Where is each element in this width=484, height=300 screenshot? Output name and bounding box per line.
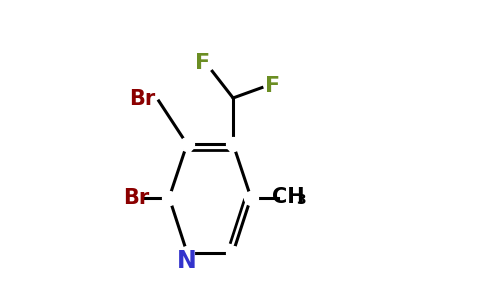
Text: Br: Br: [129, 89, 155, 110]
Text: CH: CH: [272, 187, 304, 207]
Text: N: N: [177, 250, 197, 274]
Text: Br: Br: [123, 188, 150, 208]
Text: F: F: [195, 53, 210, 73]
Text: F: F: [265, 76, 280, 96]
Text: 3: 3: [296, 193, 306, 207]
